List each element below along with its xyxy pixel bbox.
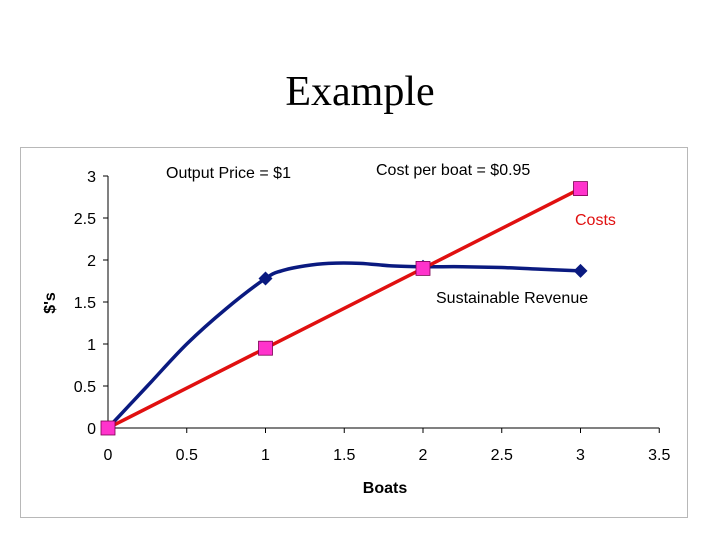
x-tick-label: 2 <box>419 447 428 464</box>
x-tick-label: 0 <box>104 447 113 464</box>
y-tick-label: 2.5 <box>74 211 96 228</box>
costs-point <box>573 181 588 197</box>
cost-per-boat-annotation: Cost per boat = $0.95 <box>376 162 530 179</box>
y-tick-label: 0.5 <box>74 379 96 396</box>
y-tick-label: 1.5 <box>74 295 96 312</box>
x-tick-label: 0.5 <box>176 447 198 464</box>
slide-title: Example <box>285 69 435 115</box>
x-tick-label: 1.5 <box>333 447 355 464</box>
output-price-annotation: Output Price = $1 <box>166 165 291 182</box>
costs-point <box>100 420 116 436</box>
y-tick-label: 1 <box>87 337 96 354</box>
revenue-point <box>573 263 588 278</box>
revenue-series-label: Sustainable Revenue <box>436 290 588 307</box>
y-axis-title: $'s <box>42 292 59 314</box>
revenue-series-line <box>106 261 581 430</box>
x-ticks: 0 0.5 1 1.5 2 2.5 3 3.5 <box>104 428 670 464</box>
costs-point <box>258 340 273 356</box>
y-tick-label: 0 <box>87 421 96 438</box>
chart-frame <box>20 147 688 518</box>
marker-layer <box>100 181 588 436</box>
revenue-point <box>258 271 273 286</box>
x-tick-label: 1 <box>261 447 270 464</box>
costs-series-line <box>107 187 582 430</box>
costs-series-label: Costs <box>575 212 616 229</box>
costs-point <box>415 260 431 276</box>
y-ticks: 0 0.5 1 1.5 2 2.5 3 <box>74 169 108 438</box>
y-tick-label: 3 <box>87 169 96 186</box>
x-axis-title: Boats <box>363 480 408 497</box>
x-tick-label: 3.5 <box>648 447 670 464</box>
series-layer <box>106 187 582 430</box>
x-tick-label: 2.5 <box>491 447 513 464</box>
y-tick-label: 2 <box>87 253 96 270</box>
x-tick-label: 3 <box>576 447 585 464</box>
